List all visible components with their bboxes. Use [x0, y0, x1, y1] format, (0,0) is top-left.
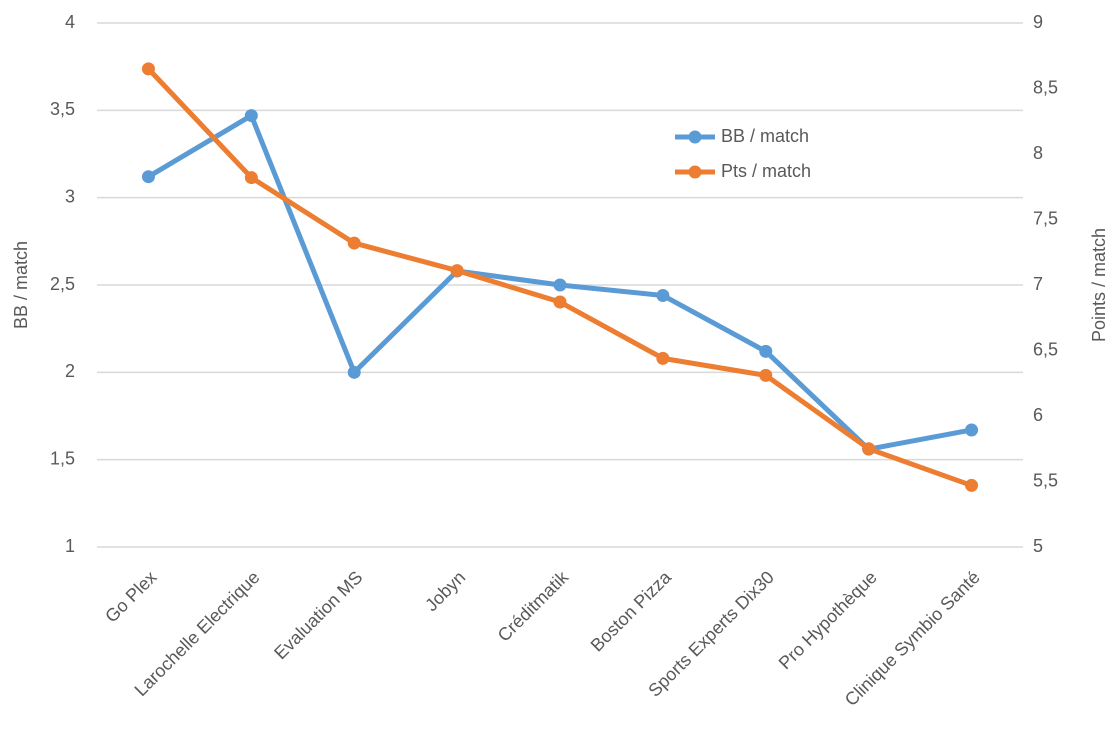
x-tick-label: Go Plex: [101, 567, 160, 626]
x-tick-label: Jobyn: [421, 567, 469, 615]
y-tick-label: 3,5: [50, 99, 75, 119]
y-tick-label: 2,5: [50, 274, 75, 294]
x-tick-label: Evaluation MS: [270, 567, 366, 663]
y-tick-label: 2: [65, 361, 75, 381]
series-line: [146, 67, 973, 488]
legend-marker: [688, 130, 702, 144]
y-tick-label: 3: [65, 186, 75, 206]
series-marker: [759, 368, 773, 382]
x-tick-label: Créditmatik: [494, 566, 573, 645]
legend-label: Pts / match: [721, 161, 811, 181]
series-marker: [862, 442, 876, 456]
y2-tick-label: 5: [1033, 536, 1043, 556]
y2-tick-label: 5,5: [1033, 470, 1058, 490]
series-marker: [244, 171, 258, 185]
y2-tick-label: 7: [1033, 274, 1043, 294]
y2-tick-label: 8,5: [1033, 77, 1058, 97]
series-marker: [244, 109, 258, 123]
series-marker: [450, 264, 464, 278]
series-marker: [965, 478, 979, 492]
series-marker: [141, 170, 155, 184]
series-marker: [656, 351, 670, 365]
series-marker: [965, 423, 979, 437]
y-tick-label: 4: [65, 12, 75, 32]
series-marker: [553, 295, 567, 309]
y2-tick-label: 6,5: [1033, 339, 1058, 359]
legend-label: BB / match: [721, 126, 809, 146]
series-marker: [759, 344, 773, 358]
series-marker: [347, 365, 361, 379]
y2-axis-title: Points / match: [1089, 228, 1109, 342]
y-tick-label: 1: [65, 536, 75, 556]
legend-marker: [688, 165, 702, 179]
x-tick-label: Pro Hypothèque: [775, 567, 881, 673]
series-marker: [553, 278, 567, 292]
series-marker: [347, 236, 361, 250]
y2-tick-label: 8: [1033, 143, 1043, 163]
y-axis-title: BB / match: [11, 241, 31, 329]
y2-tick-label: 9: [1033, 12, 1043, 32]
x-tick-label: Boston Pizza: [587, 566, 676, 655]
y2-tick-label: 7,5: [1033, 208, 1058, 228]
y-tick-label: 1,5: [50, 448, 75, 468]
series-marker: [141, 62, 155, 76]
y2-tick-label: 6: [1033, 405, 1043, 425]
series-marker: [656, 288, 670, 302]
